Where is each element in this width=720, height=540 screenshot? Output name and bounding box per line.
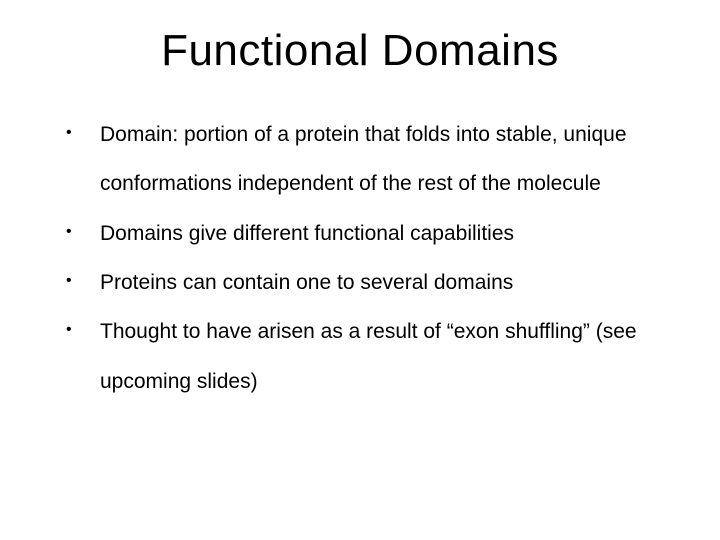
bullet-item: Domains give different functional capabi… [60, 209, 680, 258]
bullet-item: Proteins can contain one to several doma… [60, 258, 680, 307]
slide-container: Functional Domains Domain: portion of a … [0, 0, 720, 540]
slide-title: Functional Domains [30, 26, 690, 76]
bullet-item: Domain: portion of a protein that folds … [60, 110, 680, 209]
bullet-list: Domain: portion of a protein that folds … [30, 110, 690, 406]
bullet-item: Thought to have arisen as a result of “e… [60, 307, 680, 406]
